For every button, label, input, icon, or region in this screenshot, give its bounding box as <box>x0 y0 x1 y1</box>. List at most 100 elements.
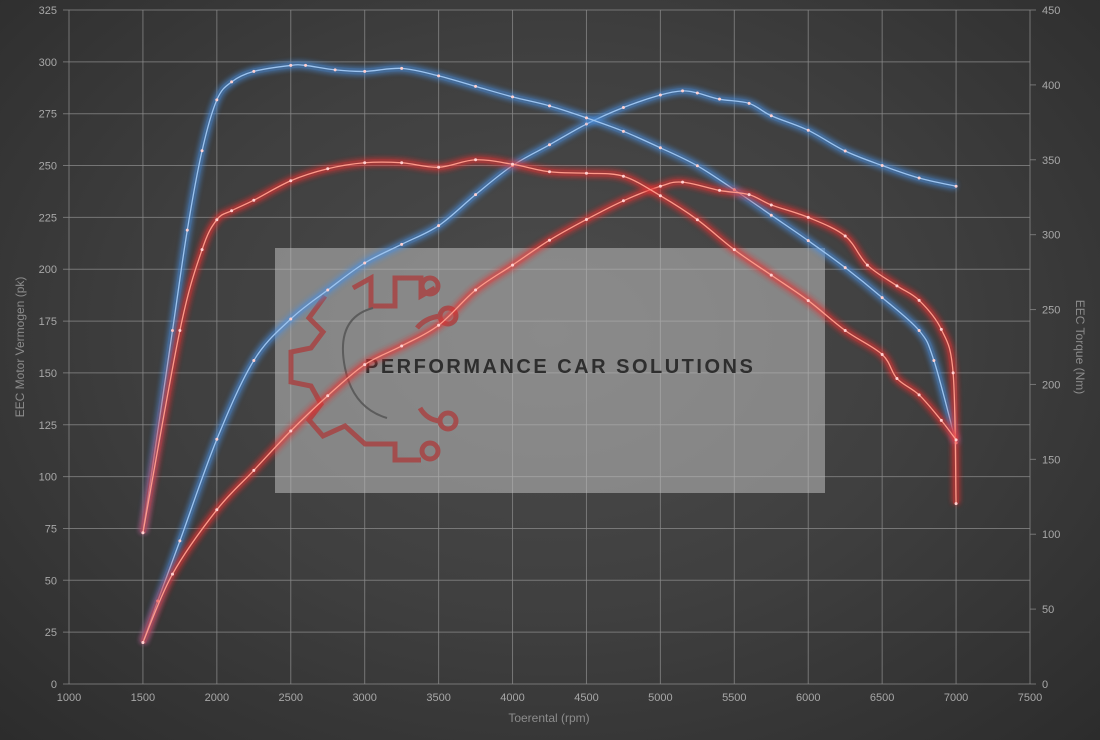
y2-tick-label: 0 <box>1042 679 1048 691</box>
x-tick-label: 7500 <box>1018 692 1042 704</box>
stock-torque-point <box>584 171 588 175</box>
y-tick-label: 325 <box>39 5 57 17</box>
tuned-torque-point <box>917 329 921 333</box>
tuned-power-point <box>954 184 958 188</box>
tuned-power-point <box>363 261 367 265</box>
stock-torque-point <box>695 218 699 222</box>
stock-torque-point <box>326 167 330 171</box>
tuned-torque-point <box>304 63 308 67</box>
tuned-power-point <box>584 122 588 126</box>
stock-power-point <box>806 215 810 219</box>
x-tick-label: 5000 <box>648 692 672 704</box>
tuned-power-point <box>917 176 921 180</box>
tuned-torque-point <box>658 146 662 150</box>
tuned-torque-point <box>932 358 936 362</box>
stock-power-point <box>215 508 219 512</box>
stock-torque-point <box>954 438 958 442</box>
tuned-power-point <box>769 114 773 118</box>
x-tick-label: 2000 <box>205 692 229 704</box>
stock-power-point <box>865 263 869 267</box>
stock-torque-point <box>621 174 625 178</box>
stock-torque-point <box>252 198 256 202</box>
y-tick-label: 125 <box>39 420 57 432</box>
tuned-power-point <box>400 242 404 246</box>
stock-power-point <box>511 263 515 267</box>
tuned-power-point <box>437 224 441 228</box>
stock-power-point <box>170 572 174 576</box>
stock-power-point <box>681 180 685 184</box>
tuned-torque-point <box>880 296 884 300</box>
tuned-power-point <box>718 97 722 101</box>
stock-power-point <box>584 217 588 221</box>
stock-power-point <box>939 327 943 331</box>
tuned-power-point <box>843 149 847 153</box>
stock-torque-point <box>141 531 145 535</box>
stock-power-point <box>141 641 145 645</box>
watermark-text: PERFORMANCE CAR SOLUTIONS <box>365 356 756 378</box>
y2-tick-label: 350 <box>1042 155 1060 167</box>
x-axis-title: Toerental (rpm) <box>508 711 589 725</box>
tuned-torque-point <box>289 63 293 67</box>
x-tick-label: 4000 <box>500 692 524 704</box>
stock-torque-line <box>142 159 957 533</box>
stock-power-point <box>400 344 404 348</box>
y2-tick-label: 200 <box>1042 379 1060 391</box>
stock-power-point <box>326 394 330 398</box>
stock-power-point <box>917 298 921 302</box>
tuned-torque-point <box>806 239 810 243</box>
tuned-torque-point <box>584 116 588 120</box>
stock-torque-point <box>880 352 884 356</box>
stock-torque-point <box>658 194 662 198</box>
tuned-power-point <box>880 164 884 168</box>
y-tick-label: 275 <box>39 109 57 121</box>
tick-labels: 1000 1500 2000 2500 3000 3500 4000 4500 5000 5500… <box>39 5 1061 704</box>
y-tick-label: 200 <box>39 264 57 276</box>
y-tick-label: 50 <box>45 575 57 587</box>
tuned-power-point <box>326 288 330 292</box>
tuned-torque-point <box>474 84 478 88</box>
tuned-power-point <box>621 105 625 109</box>
stock-torque-point <box>215 218 219 222</box>
tuned-torque-point <box>185 228 189 232</box>
tuned-power-point <box>681 89 685 93</box>
x-tick-label: 2500 <box>279 692 303 704</box>
x-tick-label: 6000 <box>796 692 820 704</box>
tuned-power-point <box>548 143 551 147</box>
stock-power-point <box>548 238 551 242</box>
tuned-torque-point <box>363 69 367 73</box>
y-tick-label: 225 <box>39 212 57 224</box>
tuned-power-point <box>178 539 182 543</box>
y2-tick-label: 450 <box>1042 5 1060 17</box>
y2-axis-title: EEC Torque (Nm) <box>1073 300 1087 394</box>
stock-power-point <box>954 502 958 506</box>
x-tick-label: 3500 <box>426 692 450 704</box>
stock-power-point <box>951 371 955 375</box>
stock-torque-point <box>895 376 899 380</box>
tuned-torque-point <box>333 68 337 72</box>
y2-tick-label: 150 <box>1042 454 1060 466</box>
y-axis-title: EEC Motor Vermogen (pk) <box>13 277 27 418</box>
stock-power-glow <box>140 178 960 644</box>
tuned-power-point <box>806 128 810 132</box>
y-tick-label: 25 <box>45 627 57 639</box>
tuned-power-point <box>215 437 219 441</box>
y-tick-label: 100 <box>39 472 57 484</box>
tuned-torque-point <box>511 95 515 99</box>
tuned-torque-point <box>400 66 404 70</box>
tuned-torque-point <box>200 149 204 153</box>
stock-power-point <box>621 199 625 203</box>
stock-power-point <box>437 323 441 327</box>
stock-torque-point <box>200 248 204 252</box>
stock-torque-point <box>843 329 847 333</box>
tuned-power-point <box>252 358 256 362</box>
y-tick-label: 75 <box>45 523 57 535</box>
stock-power-point <box>718 188 722 192</box>
tuned-power-point <box>695 91 699 95</box>
x-tick-label: 7000 <box>944 692 968 704</box>
stock-torque-point <box>363 161 367 165</box>
stock-power-point <box>658 184 662 188</box>
y-tick-label: 250 <box>39 161 57 173</box>
x-tick-label: 6500 <box>870 692 894 704</box>
y-tick-label: 175 <box>39 316 57 328</box>
y2-tick-label: 50 <box>1042 604 1054 616</box>
